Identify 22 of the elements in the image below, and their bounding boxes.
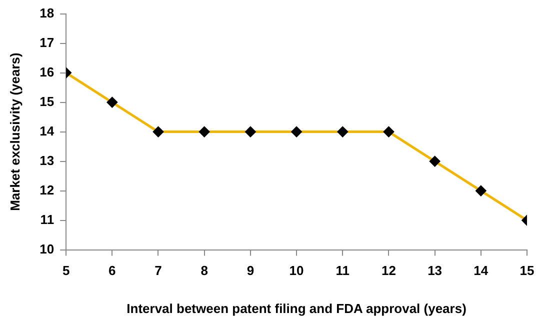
x-tick-label: 7 <box>154 263 162 278</box>
y-tick-label: 15 <box>40 94 54 109</box>
x-tick-label: 6 <box>108 263 116 278</box>
x-axis-title: Interval between patent filing and FDA approval (years) <box>126 300 466 316</box>
x-tick-label: 12 <box>381 263 396 278</box>
y-tick-label: 13 <box>40 152 54 168</box>
y-tick-label: 11 <box>40 212 54 227</box>
y-tick-label: 14 <box>40 123 55 138</box>
y-tick-label: 10 <box>40 241 54 256</box>
x-tick-label: 5 <box>62 263 70 278</box>
x-tick-label: 15 <box>520 263 534 278</box>
x-tick-label: 14 <box>474 263 489 278</box>
y-tick-label: 16 <box>40 64 54 80</box>
y-tick-label: 18 <box>40 5 54 20</box>
y-tick-label: 12 <box>40 182 54 198</box>
x-tick-label: 11 <box>336 263 350 278</box>
y-tick-label: 17 <box>40 34 54 50</box>
x-tick-label: 9 <box>246 263 254 278</box>
y-axis-title: Market exclusivity (years) <box>7 52 22 211</box>
x-tick-label: 10 <box>289 263 304 278</box>
x-tick-label: 8 <box>200 263 208 278</box>
x-tick-label: 13 <box>428 263 442 278</box>
